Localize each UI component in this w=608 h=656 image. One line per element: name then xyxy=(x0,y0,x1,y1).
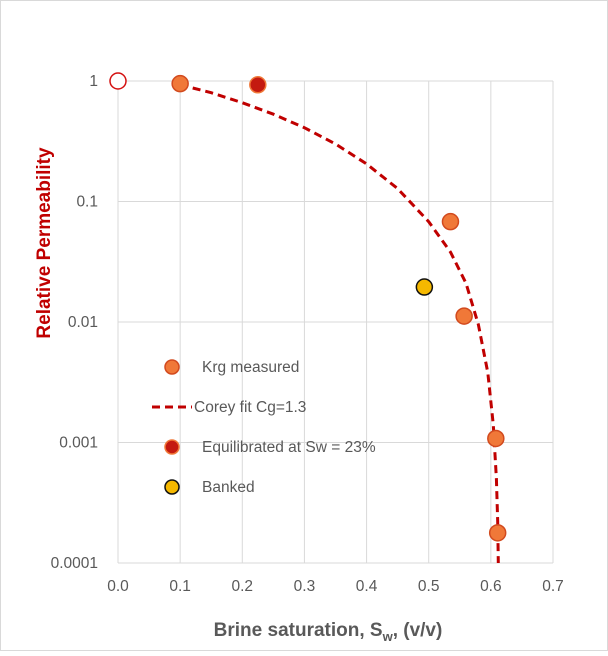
legend-label-banked: Banked xyxy=(202,479,255,496)
x-tick-label: 0.3 xyxy=(294,578,316,595)
legend-marker-krg-measured xyxy=(164,359,180,375)
y-tick-label: 0.001 xyxy=(59,435,98,452)
legend-label-corey-fit-cg-1-3: Corey fit Cg=1.3 xyxy=(194,399,306,416)
y-tick-label: 0.0001 xyxy=(51,555,98,572)
krg-measured-point xyxy=(441,212,460,231)
legend-label-krg-measured: Krg measured xyxy=(202,359,299,376)
x-tick-label: 0.7 xyxy=(542,578,564,595)
series-markers xyxy=(109,72,507,542)
x-tick-label: 0.2 xyxy=(232,578,254,595)
krg-measured-point xyxy=(171,74,189,93)
legend-label-equilibrated-at-sw-23: Equilibrated at Sw = 23% xyxy=(202,439,376,456)
grid xyxy=(117,80,554,564)
legend: Krg measured Corey fit Cg=1.3 Equilibrated… xyxy=(152,359,376,496)
x-axis-label-main: Brine saturation, S xyxy=(214,620,383,641)
x-tick-labels: 0.0 0.1 0.2 0.3 0.4 0.5 0.6 0.7 xyxy=(107,578,564,595)
x-axis-label-tail: , (v/v) xyxy=(393,620,443,641)
y-tick-label: 0.01 xyxy=(68,314,98,331)
x-tick-label: 0.0 xyxy=(107,578,129,595)
y-tick-label: 0.1 xyxy=(76,194,98,211)
krg-measured-point xyxy=(487,429,505,448)
legend-marker-banked xyxy=(164,479,180,495)
x-axis-label-subscript: w xyxy=(382,629,394,644)
banked-point xyxy=(415,278,434,296)
y-tick-labels: 1 0.1 0.01 0.001 0.0001 xyxy=(51,73,98,572)
legend-marker-equilibrated-at-sw-23 xyxy=(164,439,180,455)
krg-measured-point xyxy=(455,307,473,325)
krg-measured-point xyxy=(488,524,507,542)
unlabeled-point xyxy=(109,72,127,90)
x-axis-label: Brine saturation, Sw, (v/v) xyxy=(214,620,443,644)
y-tick-label: 1 xyxy=(89,73,98,90)
x-tick-label: 0.1 xyxy=(169,578,191,595)
x-tick-label: 0.4 xyxy=(356,578,378,595)
x-tick-label: 0.6 xyxy=(480,578,502,595)
y-axis-label: Relative Permeability xyxy=(34,147,55,339)
x-tick-label: 0.5 xyxy=(418,578,440,595)
equilibrated-at-sw-23-point xyxy=(249,76,267,94)
